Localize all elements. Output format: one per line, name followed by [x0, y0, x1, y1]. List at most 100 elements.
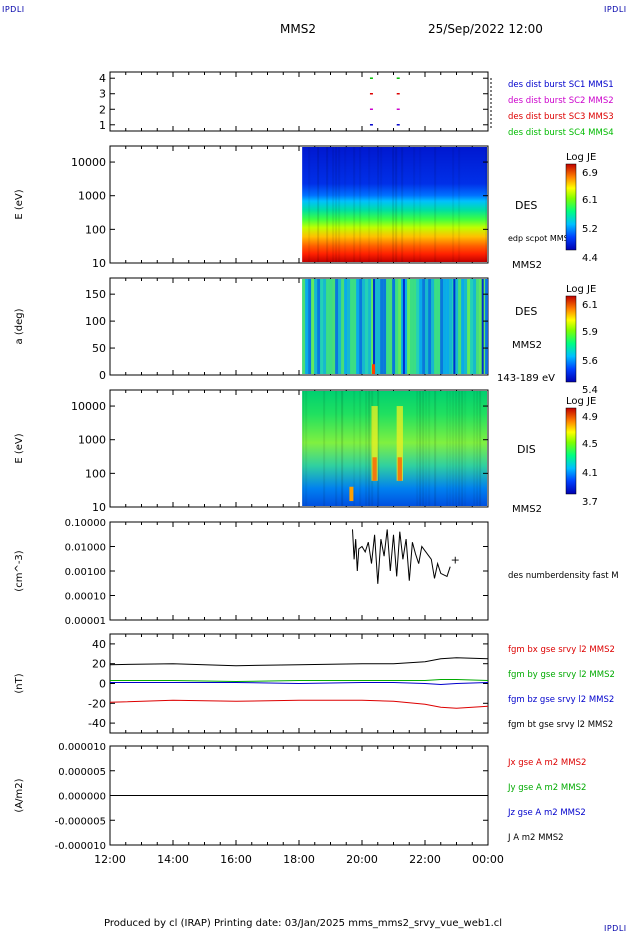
- des-pitch-column: [338, 279, 342, 374]
- y-tick-label: 2: [99, 103, 106, 116]
- field-legend-entry: fgm bx gse srvy l2 MMS2: [508, 645, 615, 655]
- field-line: [110, 679, 489, 683]
- des-pitch-column: [401, 279, 405, 374]
- current-legend-entry: Jy gse A m2 MMS2: [507, 783, 586, 793]
- des-pitch-column: [407, 279, 411, 374]
- current-legend-entry: J A m2 MMS2: [507, 833, 564, 843]
- spacecraft-label: MMS2: [512, 504, 542, 515]
- des-pitch-column: [410, 279, 414, 374]
- dis-energy-texture: [458, 391, 461, 506]
- instrument-label: DES: [515, 305, 537, 318]
- des-pitch-column: [368, 279, 372, 374]
- time-axis-label: 20:00: [346, 853, 378, 866]
- y-tick-label: 10: [92, 501, 106, 514]
- footer-credit: Produced by cl (IRAP) Printing date: 03/…: [104, 918, 503, 929]
- des-energy-texture: [338, 147, 341, 262]
- time-axis-label: 14:00: [157, 853, 189, 866]
- dis-ion-burst-core: [372, 457, 377, 481]
- y-tick-label: 20: [92, 658, 106, 671]
- des-pitch-column: [404, 279, 408, 374]
- corner-label-top-left: IPDLI: [2, 5, 25, 14]
- des-pitch-column: [347, 279, 351, 374]
- dis-ion-burst-core: [397, 457, 402, 481]
- dis-energy-texture: [455, 391, 458, 506]
- des-pitch-column: [311, 279, 315, 374]
- des-pitch-column: [362, 279, 366, 374]
- des-pitch-column: [323, 279, 327, 374]
- field-line: [109, 657, 489, 667]
- des-energy-texture: [326, 147, 329, 262]
- des-pitch-column: [380, 279, 384, 374]
- colorbar-title: Log JE: [566, 284, 596, 295]
- spacecraft-title: MMS2: [280, 22, 316, 36]
- dis-energy-texture: [452, 391, 455, 506]
- colorbar-tick: 4.1: [582, 468, 598, 479]
- des-energy-texture: [353, 147, 356, 262]
- colorbar-tick: 5.9: [582, 327, 598, 338]
- des-pitch-dropout: [481, 279, 484, 374]
- y-tick-label: -40: [88, 717, 106, 730]
- des-pitch-column: [392, 279, 396, 374]
- des-pitch-column: [467, 279, 471, 374]
- des-energy-texture: [359, 147, 362, 262]
- des-pitch-column: [428, 279, 432, 374]
- des-energy-texture: [401, 147, 404, 262]
- dis-energy-texture: [461, 391, 464, 506]
- density-end-marker: +: [451, 554, 460, 567]
- dis-energy-texture: [476, 391, 479, 506]
- panel-frame: [109, 521, 489, 621]
- des-pitch-column: [329, 279, 333, 374]
- des-pitch-column: [305, 279, 309, 374]
- y-tick-label: 0.000010: [58, 742, 106, 753]
- des-pitch-column: [302, 279, 306, 374]
- des-pitch-column: [320, 279, 324, 374]
- dis-energy-spectrogram: [302, 391, 487, 506]
- des-pitch-column: [314, 279, 318, 374]
- y-tick-label: 10000: [71, 156, 106, 169]
- des-pitch-column: [332, 279, 336, 374]
- dis-energy-texture: [377, 391, 380, 506]
- des-energy-texture: [419, 147, 422, 262]
- scpot-label: edp scpot MMS2: [508, 234, 574, 243]
- panel-frame: [109, 71, 489, 132]
- des-energy-texture: [308, 147, 311, 262]
- dis-energy-texture: [353, 391, 356, 506]
- des-pitch-column: [446, 279, 450, 374]
- des-energy-texture: [335, 147, 338, 262]
- y-tick-label: -0.000005: [55, 816, 106, 827]
- des-pitch-column: [326, 279, 330, 374]
- corner-label-bottom-right: IPDLI: [604, 924, 627, 933]
- des-pitch-dropout: [402, 279, 405, 374]
- y-tick-label: 3: [99, 88, 106, 101]
- des-pitch-hotspot: [372, 364, 376, 374]
- colorbar: [565, 407, 577, 495]
- field-legend-entry: fgm bz gse srvy l2 MMS2: [508, 695, 614, 705]
- des-pitch-column: [383, 279, 387, 374]
- des-pitch-dropout: [453, 279, 456, 374]
- des-energy-texture: [392, 147, 395, 262]
- des-pitch-column: [455, 279, 459, 374]
- des-pitch-column: [425, 279, 429, 374]
- corner-label-top-right: IPDLI: [604, 5, 627, 14]
- dis-energy-texture: [422, 391, 425, 506]
- des-pitch-column: [422, 279, 426, 374]
- dis-energy-texture: [434, 391, 437, 506]
- colorbar-title: Log JE: [566, 396, 596, 407]
- colorbar-tick: 4.4: [582, 253, 598, 264]
- dis-energy-texture: [368, 391, 371, 506]
- des-pitch-column: [317, 279, 321, 374]
- y-tick-label: 40: [92, 638, 106, 651]
- des-pitch-column: [413, 279, 417, 374]
- colorbar-tick: 4.9: [582, 412, 598, 423]
- y-tick-label: 100: [85, 315, 106, 328]
- y-tick-label: 150: [85, 288, 106, 301]
- y-tick-label: 0.01000: [65, 543, 106, 554]
- y-tick-label: 0.000000: [58, 792, 106, 803]
- field-legend-entry: fgm bt gse srvy l2 MMS2: [508, 720, 613, 730]
- field-legend-entry: fgm by gse srvy l2 MMS2: [508, 670, 615, 680]
- des-pitch-dropout: [373, 279, 376, 374]
- time-axis-label: 18:00: [283, 853, 315, 866]
- des-pitch-column: [344, 279, 348, 374]
- colorbar: [565, 295, 577, 383]
- dis-energy-texture: [479, 391, 482, 506]
